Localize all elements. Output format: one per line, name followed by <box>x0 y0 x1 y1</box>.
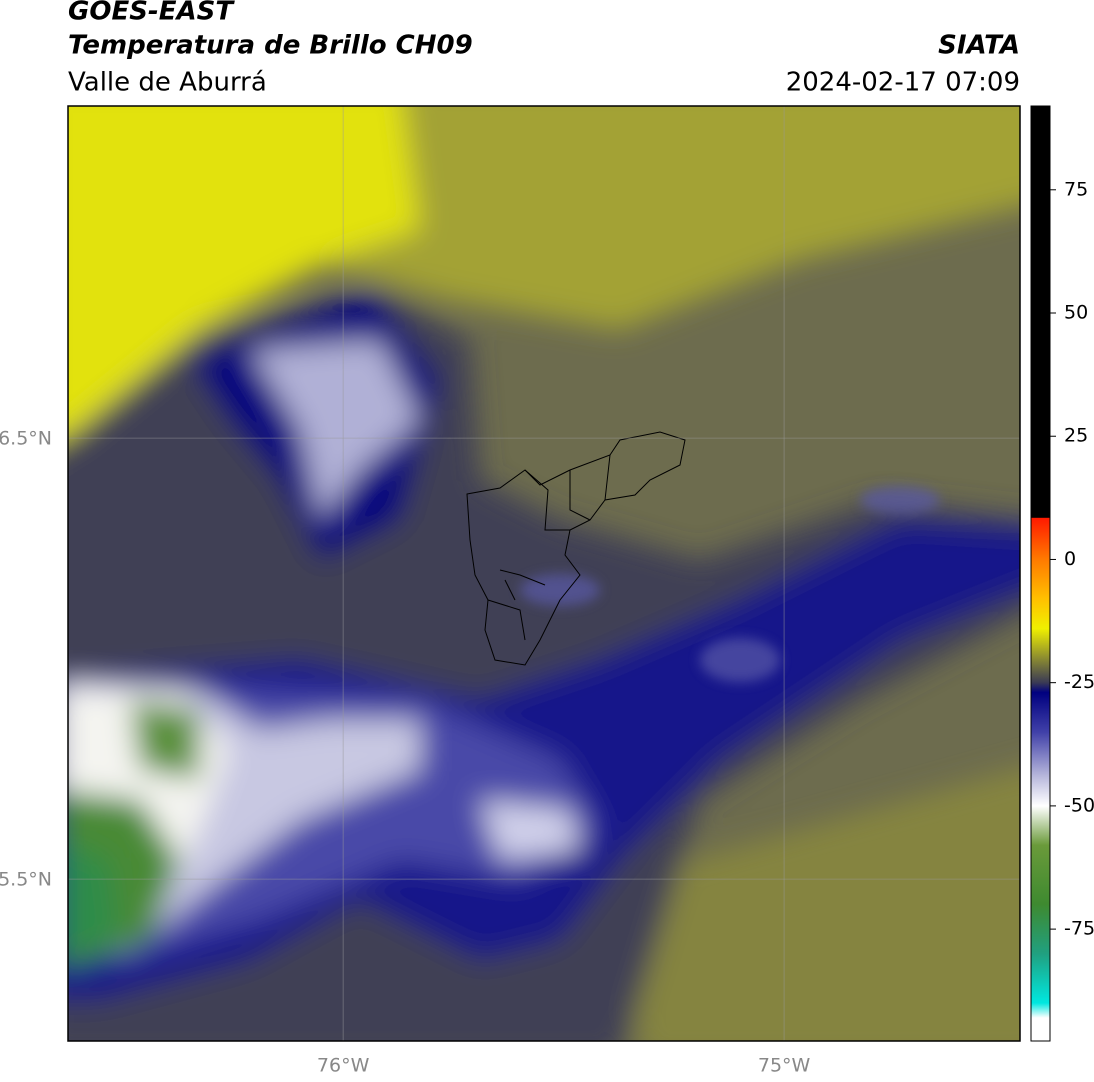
x-tick-label: 76°W <box>317 1055 370 1077</box>
timestamp: 2024-02-17 07:09 <box>786 68 1020 98</box>
satellite-image <box>68 106 1020 1041</box>
y-tick-label: 6.5°N <box>0 428 52 450</box>
y-tick-label: 5.5°N <box>0 869 52 891</box>
grid <box>68 106 1020 1041</box>
subtitle: Temperatura de Brillo CH09 <box>68 31 473 61</box>
colorbar-tick-label: -75 <box>1064 918 1094 940</box>
map-frame <box>67 105 1021 1042</box>
region: Valle de Aburrá <box>68 68 267 98</box>
colorbar-tick-label: 50 <box>1064 302 1088 324</box>
colorbar-tick-label: -50 <box>1064 794 1094 816</box>
title: GOES-EAST <box>68 0 235 27</box>
colorbar-tick-label: 0 <box>1064 548 1076 570</box>
municipal-boundaries <box>466 431 686 666</box>
colorbar-tick-label: 75 <box>1064 178 1088 200</box>
source: SIATA <box>938 31 1020 61</box>
colorbar <box>1030 105 1051 1042</box>
colorbar-tick-label: 25 <box>1064 425 1088 447</box>
colorbar-tick-label: -25 <box>1064 671 1094 693</box>
x-tick-label: 75°W <box>758 1055 811 1077</box>
